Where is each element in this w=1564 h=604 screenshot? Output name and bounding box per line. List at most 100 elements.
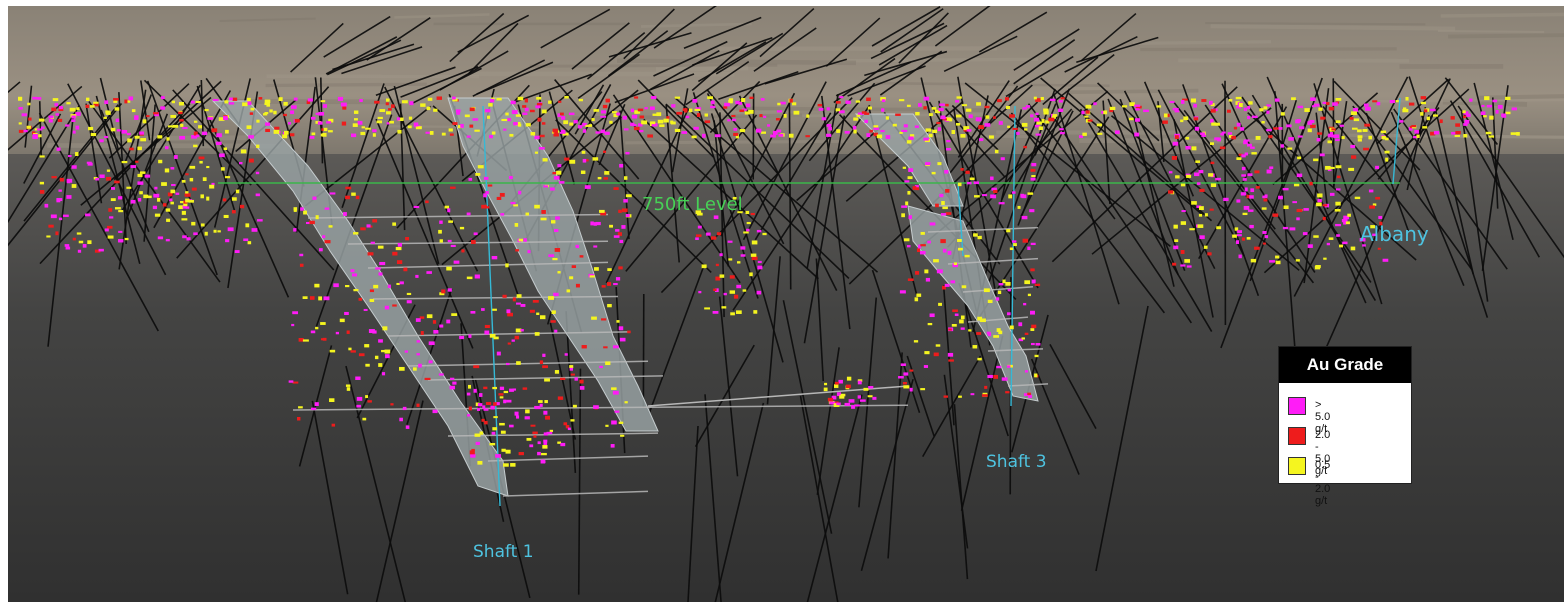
assay-marker xyxy=(710,105,716,109)
assay-marker xyxy=(436,96,443,100)
assay-marker xyxy=(1353,108,1359,112)
assay-marker xyxy=(1243,205,1250,210)
assay-marker xyxy=(1021,215,1028,220)
assay-marker xyxy=(559,112,564,116)
assay-marker xyxy=(1269,260,1275,263)
drillhole-trace xyxy=(1408,76,1489,318)
assay-marker xyxy=(507,118,512,122)
assay-marker xyxy=(892,123,897,127)
drillhole-trace xyxy=(898,12,949,64)
assay-marker xyxy=(1369,205,1376,209)
drillhole-trace xyxy=(614,73,695,104)
assay-marker xyxy=(541,210,546,214)
drillhole-trace xyxy=(323,15,391,58)
drillhole-trace xyxy=(47,113,75,347)
assay-marker xyxy=(1028,394,1032,399)
assay-marker xyxy=(671,104,676,108)
assay-marker xyxy=(264,112,269,115)
assay-marker xyxy=(593,245,598,248)
assay-marker xyxy=(1084,115,1089,118)
drillhole-trace xyxy=(1013,39,1076,85)
albany-label: Albany xyxy=(1360,222,1429,246)
drillhole-trace xyxy=(345,365,407,602)
assay-marker xyxy=(1060,97,1065,100)
assay-marker xyxy=(1322,101,1328,104)
assay-marker xyxy=(223,147,228,151)
assay-marker xyxy=(1351,155,1357,159)
assay-marker xyxy=(466,212,471,216)
assay-marker xyxy=(554,248,561,252)
assay-marker xyxy=(1293,183,1300,187)
drillhole-trace xyxy=(325,36,398,75)
assay-marker xyxy=(836,129,841,133)
drillhole-trace xyxy=(878,24,948,66)
assay-marker xyxy=(957,182,962,187)
assay-marker xyxy=(719,274,725,278)
assay-marker xyxy=(909,387,913,392)
assay-marker xyxy=(1332,102,1338,106)
assay-marker xyxy=(359,98,363,102)
assay-marker xyxy=(170,167,175,170)
assay-marker xyxy=(607,282,612,286)
assay-marker xyxy=(838,110,845,114)
assay-marker xyxy=(544,378,550,382)
assay-marker xyxy=(1350,246,1356,251)
assay-marker xyxy=(522,105,527,108)
assay-marker xyxy=(1463,134,1468,138)
assay-marker xyxy=(1331,128,1336,131)
assay-marker xyxy=(377,116,383,120)
assay-marker xyxy=(857,379,863,382)
assay-marker xyxy=(1040,96,1044,101)
assay-marker xyxy=(90,132,97,137)
assay-marker xyxy=(1335,201,1341,206)
assay-marker xyxy=(776,129,782,133)
assay-marker xyxy=(18,96,23,101)
assay-marker xyxy=(225,239,230,243)
assay-marker xyxy=(839,395,845,399)
assay-marker xyxy=(18,107,23,110)
assay-marker xyxy=(154,213,161,217)
assay-marker xyxy=(216,133,222,138)
assay-marker xyxy=(444,205,450,209)
assay-marker xyxy=(196,134,200,138)
assay-marker xyxy=(607,268,612,271)
assay-marker xyxy=(592,157,599,161)
assay-marker xyxy=(1249,224,1254,229)
assay-marker xyxy=(740,254,746,257)
drillhole-trace xyxy=(816,347,840,496)
assay-marker xyxy=(1280,144,1284,148)
assay-marker xyxy=(51,107,57,112)
assay-marker xyxy=(99,139,104,143)
assay-marker xyxy=(925,277,931,282)
assay-marker xyxy=(207,117,214,120)
assay-marker xyxy=(76,232,82,235)
assay-marker xyxy=(331,423,336,427)
assay-marker xyxy=(1238,153,1243,156)
assay-marker xyxy=(1238,103,1243,108)
assay-marker xyxy=(71,119,76,123)
drillhole-trace xyxy=(847,65,926,97)
mine-section-graphic xyxy=(8,6,1564,602)
assay-marker xyxy=(1336,175,1341,179)
assay-marker xyxy=(540,217,547,221)
assay-marker xyxy=(484,109,491,113)
assay-marker xyxy=(853,117,859,121)
assay-marker xyxy=(507,342,511,345)
assay-marker xyxy=(174,155,178,159)
drillhole-trace xyxy=(1102,100,1111,204)
assay-marker xyxy=(880,129,885,133)
assay-marker xyxy=(171,100,176,104)
assay-marker xyxy=(170,114,176,118)
assay-marker xyxy=(957,247,963,251)
assay-marker xyxy=(1307,121,1312,125)
assay-marker xyxy=(1101,111,1106,114)
assay-marker xyxy=(288,121,292,125)
assay-marker xyxy=(715,276,721,281)
assay-marker xyxy=(355,195,360,200)
drillhole-trace xyxy=(988,84,1033,125)
assay-marker xyxy=(510,100,516,105)
drift xyxy=(927,226,1039,233)
assay-marker xyxy=(310,116,316,120)
assay-marker xyxy=(600,129,606,134)
drillhole-trace xyxy=(399,103,406,231)
